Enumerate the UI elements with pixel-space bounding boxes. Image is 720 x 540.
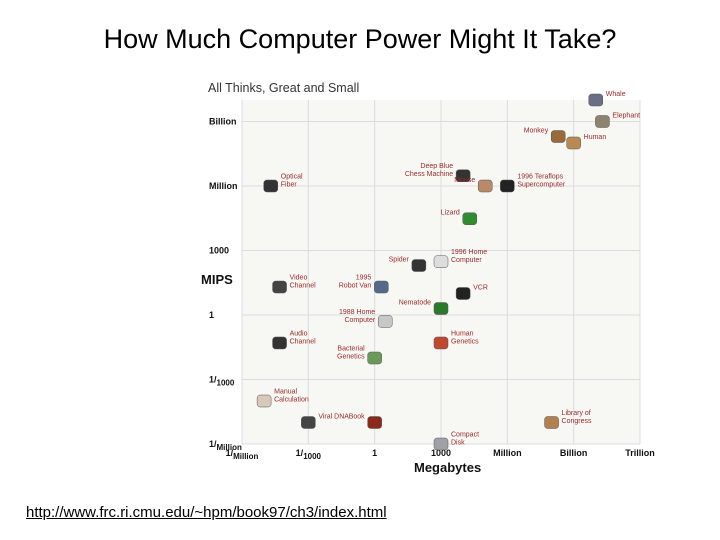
data-point: Optical Fiber xyxy=(263,174,303,193)
y-tick-labels: Billion Million 1000 1 1/1000 1/Million xyxy=(209,117,242,453)
point-label: Lizard xyxy=(441,210,460,217)
point-label: Book xyxy=(349,414,365,421)
point-label: Viral DNA xyxy=(318,414,349,421)
point-marker xyxy=(566,136,581,150)
grid xyxy=(241,100,641,445)
point-marker xyxy=(477,179,493,193)
y-tick-label: Million xyxy=(209,181,238,191)
x-axis-label: Megabytes xyxy=(414,460,481,475)
data-point: Monkey xyxy=(524,128,566,143)
point-marker xyxy=(377,315,393,328)
chart-title: All Thinks, Great and Small xyxy=(208,81,359,95)
point-label: Human xyxy=(584,134,607,141)
data-point: Book xyxy=(349,414,382,429)
point-marker xyxy=(433,437,449,451)
point-marker xyxy=(367,416,382,429)
y-tick-label: 1 xyxy=(209,310,214,320)
data-point: 1996 Teraflops Supercomputer xyxy=(500,174,566,193)
point-label: Library of Congress xyxy=(562,410,592,425)
point-marker xyxy=(462,212,478,225)
point-marker xyxy=(411,259,427,272)
point-label: Nematode xyxy=(399,300,431,307)
y-tick-label: Billion xyxy=(209,117,237,127)
point-label: Human Genetics xyxy=(451,330,479,345)
point-label: Compact Disk xyxy=(451,432,479,447)
point-label: Video Channel xyxy=(290,275,317,290)
data-point: Spider xyxy=(389,257,427,272)
point-marker xyxy=(500,179,515,193)
data-point: Bacterial Genetics xyxy=(337,346,382,365)
x-tick-label: 1 xyxy=(372,448,377,458)
point-label: Monkey xyxy=(524,128,549,135)
data-point: Nematode xyxy=(399,300,449,315)
y-axis-label: MIPS xyxy=(201,272,233,287)
source-link[interactable]: http://www.frc.ri.cmu.edu/~hpm/book97/ch… xyxy=(26,504,387,521)
point-label: Manual Calculation xyxy=(274,389,309,404)
point-label: Mouse xyxy=(454,177,475,184)
data-points: Whale Elephant Human Monkey Deep Blue Chess M… xyxy=(256,91,640,451)
point-marker xyxy=(367,351,382,365)
point-marker xyxy=(433,302,449,315)
point-label: 1995 Robot Van xyxy=(339,275,372,290)
point-label: Whale xyxy=(606,91,626,98)
x-tick-label: Billion xyxy=(560,448,588,458)
data-point: Elephant xyxy=(595,113,640,128)
x-tick-label: 1/1000 xyxy=(296,448,322,461)
data-point: Library of Congress xyxy=(544,410,592,429)
point-label: 1996 Home Computer xyxy=(451,249,487,264)
x-tick-label: Million xyxy=(493,448,522,458)
point-marker xyxy=(550,130,566,143)
data-point: Whale xyxy=(588,91,626,107)
point-marker xyxy=(374,280,389,294)
point-marker xyxy=(588,93,604,107)
data-point: VCR xyxy=(455,285,488,300)
data-point: Lizard xyxy=(441,210,478,225)
data-point: Manual Calculation xyxy=(256,389,309,408)
point-marker xyxy=(544,416,559,429)
point-marker xyxy=(433,255,449,268)
data-point: 1996 Home Computer xyxy=(433,249,487,268)
data-point: Mouse xyxy=(454,177,493,193)
point-label: VCR xyxy=(473,285,488,292)
data-point: Compact Disk xyxy=(433,432,479,451)
point-marker xyxy=(256,394,272,408)
x-tick-label: Trillion xyxy=(625,448,655,458)
data-point: Human Genetics xyxy=(433,330,479,350)
data-point: Viral DNA xyxy=(301,414,349,429)
data-point: Video Channel xyxy=(272,275,317,294)
point-marker xyxy=(455,169,471,182)
data-point: Audio Channel xyxy=(272,330,317,350)
point-label: Elephant xyxy=(612,113,640,120)
x-tick-label: 1000 xyxy=(431,448,451,458)
point-marker xyxy=(263,179,279,193)
x-tick-label: 1/Million xyxy=(226,448,259,461)
point-label: Deep Blue Chess Machine xyxy=(405,163,453,178)
y-tick-label: 1/1000 xyxy=(209,375,235,388)
point-label: Audio Channel xyxy=(290,330,317,345)
point-label: Spider xyxy=(389,257,410,264)
point-marker xyxy=(595,115,610,128)
point-marker xyxy=(455,287,471,300)
point-label: 1996 Teraflops Supercomputer xyxy=(517,174,566,189)
point-label: Bacterial Genetics xyxy=(337,346,365,361)
data-point: Deep Blue Chess Machine xyxy=(405,163,471,182)
point-marker xyxy=(301,416,316,429)
point-marker xyxy=(433,336,449,350)
y-tick-label: 1/Million xyxy=(209,439,242,452)
point-label: Optical Fiber xyxy=(281,174,303,189)
x-tick-labels: 1/Million 1/1000 1 1000 Million Billion Trilli… xyxy=(226,448,655,461)
data-point: Human xyxy=(566,134,607,150)
point-marker xyxy=(272,280,287,294)
data-point: 1988 Home Computer xyxy=(339,309,393,328)
data-point: 1995 Robot Van xyxy=(339,275,389,294)
slide-title: How Much Computer Power Might It Take? xyxy=(103,24,617,54)
point-label: 1988 Home Computer xyxy=(339,309,376,324)
y-tick-label: 1000 xyxy=(209,246,229,256)
point-marker xyxy=(272,336,287,350)
